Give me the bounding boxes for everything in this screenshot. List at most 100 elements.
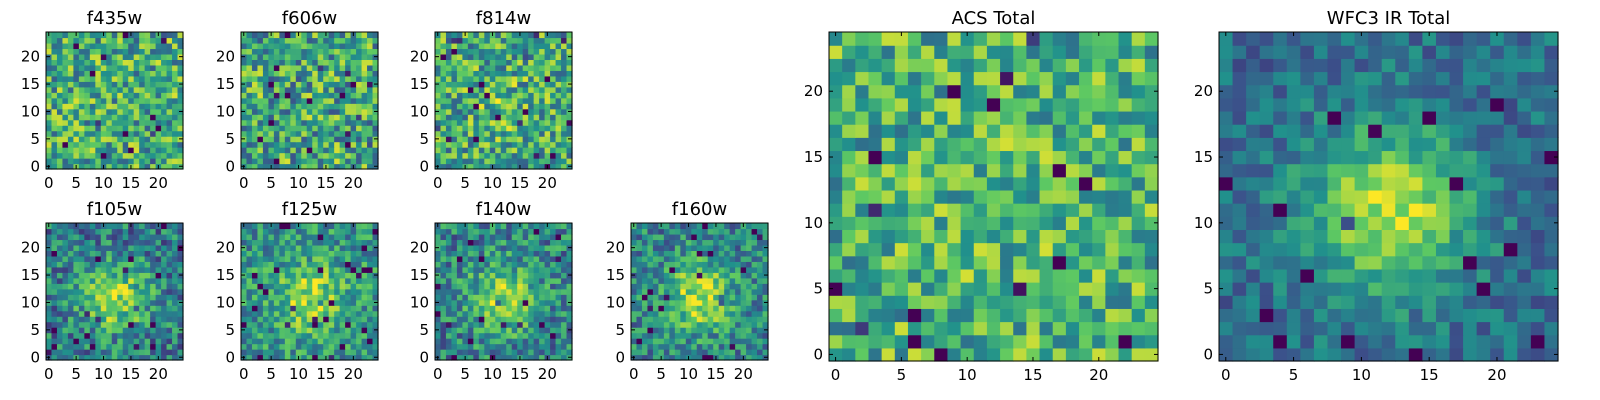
heatmap-cell (506, 64, 513, 71)
y-tick-label: 0 (30, 348, 40, 366)
heatmap-cell (84, 75, 91, 82)
heatmap-cell (973, 255, 988, 270)
heatmap-cell (517, 239, 524, 246)
heatmap-cell (506, 228, 513, 235)
heatmap-cell (51, 266, 58, 273)
heatmap-cell (691, 228, 698, 235)
heatmap-cell (372, 294, 379, 301)
heatmap-cell (707, 354, 714, 361)
heatmap-cell (566, 223, 573, 230)
heatmap-cell (435, 141, 442, 148)
heatmap-cell (100, 81, 107, 88)
heatmap-cell (729, 288, 736, 295)
heatmap-cell (658, 316, 665, 323)
heatmap-cell (735, 327, 742, 334)
heatmap-cell (561, 239, 568, 246)
heatmap-cell (907, 189, 922, 204)
heatmap-cell (268, 338, 275, 345)
heatmap-cell (150, 70, 157, 77)
heatmap-cell (144, 316, 151, 323)
heatmap-cell (445, 152, 453, 159)
heatmap-cell (561, 158, 568, 165)
heatmap-cell (117, 141, 124, 148)
heatmap-cell (473, 299, 480, 306)
heatmap-cell (262, 147, 269, 154)
x-tick-label: 5 (460, 174, 470, 192)
heatmap-cell (1144, 321, 1159, 336)
heatmap-cell (312, 32, 319, 39)
heatmap-cell (251, 158, 259, 165)
heatmap-cell (241, 114, 248, 121)
heatmap-cell (268, 233, 275, 241)
heatmap-cell (246, 316, 253, 323)
heatmap-cell (484, 277, 491, 284)
heatmap-cell (166, 343, 173, 350)
heatmap-cell (306, 108, 313, 115)
heatmap-cell (1065, 255, 1080, 270)
heatmap-cell (177, 316, 184, 323)
heatmap-cell (301, 48, 308, 55)
heatmap-cell (339, 294, 346, 301)
heatmap-cell (566, 64, 573, 71)
heatmap-cell (367, 81, 374, 88)
heatmap-cell (56, 136, 64, 143)
heatmap-cell (555, 239, 562, 246)
heatmap-cells (241, 32, 379, 170)
heatmap-cell (133, 294, 140, 301)
heatmap-cell (724, 239, 731, 246)
heatmap-cell (172, 343, 179, 350)
heatmap-cell (506, 119, 513, 126)
y-tick-label: 5 (225, 321, 235, 339)
heatmap-cell (729, 239, 736, 246)
heatmap-cell (372, 158, 379, 165)
heatmap-cell (467, 250, 474, 257)
heatmap-cell (533, 299, 540, 306)
heatmap-cell (150, 152, 157, 159)
heatmap-cell (500, 223, 507, 230)
heatmap-cell (566, 332, 573, 339)
heatmap-cell (724, 266, 731, 273)
heatmap-cell (122, 70, 129, 77)
heatmap-cell (246, 130, 253, 137)
heatmap-cell (440, 266, 447, 273)
heatmap-cell (246, 327, 253, 334)
heatmap-cell (735, 255, 742, 262)
heatmap-cell (350, 305, 357, 312)
heatmap-cell (467, 338, 474, 345)
heatmap-cell (533, 92, 540, 99)
heatmap-cell (1144, 282, 1159, 296)
heatmap-cell (539, 48, 546, 55)
heatmap-cell (312, 152, 319, 159)
heatmap-cell (561, 272, 568, 279)
heatmap-cell (144, 70, 151, 77)
heatmap-cell (306, 239, 313, 246)
heatmap-cell (356, 250, 363, 257)
heatmap-cell (56, 310, 64, 317)
heatmap-cell (166, 233, 173, 241)
heatmap-cell (172, 86, 179, 93)
heatmap-cell (262, 92, 269, 99)
heatmap-cell (506, 92, 513, 99)
heatmap-cell (306, 294, 313, 301)
heatmap-cell (735, 338, 742, 345)
heatmap-cell (361, 228, 368, 235)
heatmap-cell (746, 327, 753, 334)
heatmap-cell (641, 299, 649, 306)
heatmap-cell (1105, 295, 1120, 309)
heatmap-cell (334, 103, 341, 110)
heatmap-cell (257, 321, 264, 328)
heatmap-cell (921, 216, 935, 230)
heatmap-cell (67, 152, 74, 159)
heatmap-cell (561, 48, 568, 55)
heatmap-cell (517, 75, 524, 82)
heatmap-cell (367, 125, 374, 132)
heatmap-cell (172, 272, 179, 279)
heatmap-cell (506, 81, 513, 88)
heatmap-cell (111, 299, 118, 306)
heatmap-cell (328, 327, 335, 334)
heatmap-cell (78, 92, 85, 99)
heatmap-cell (268, 136, 275, 143)
heatmap-cell (279, 92, 286, 99)
heatmap-cell (78, 70, 85, 77)
heatmap-cell (251, 349, 259, 356)
